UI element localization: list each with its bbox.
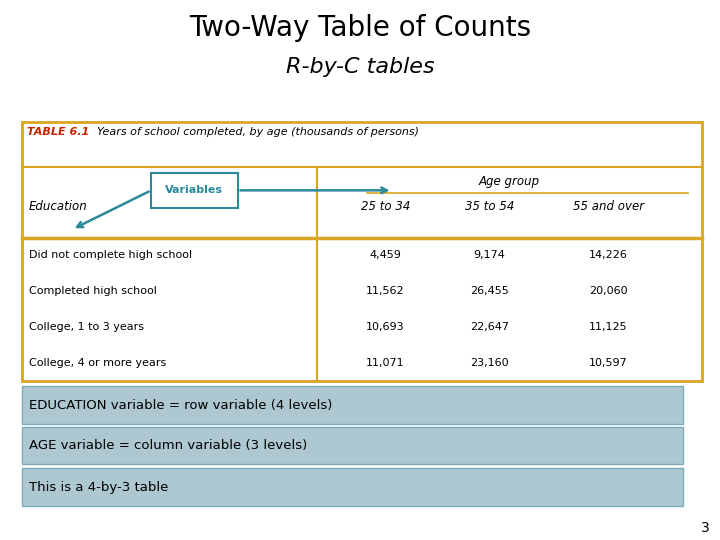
- Text: Completed high school: Completed high school: [29, 286, 157, 296]
- Text: TABLE 6.1: TABLE 6.1: [27, 127, 89, 137]
- Text: 55 and over: 55 and over: [573, 200, 644, 213]
- Text: EDUCATION variable = row variable (4 levels): EDUCATION variable = row variable (4 lev…: [29, 399, 332, 411]
- Text: 10,597: 10,597: [589, 358, 628, 368]
- Text: 4,459: 4,459: [369, 251, 401, 260]
- Text: Did not complete high school: Did not complete high school: [29, 251, 192, 260]
- Text: 22,647: 22,647: [470, 322, 509, 332]
- Text: 9,174: 9,174: [474, 251, 505, 260]
- Text: College, 4 or more years: College, 4 or more years: [29, 358, 166, 368]
- Bar: [22, 122, 702, 381]
- Text: 14,226: 14,226: [589, 251, 628, 260]
- Bar: [22, 386, 683, 424]
- Text: 20,060: 20,060: [589, 286, 628, 296]
- Text: 11,562: 11,562: [366, 286, 405, 296]
- Text: College, 1 to 3 years: College, 1 to 3 years: [29, 322, 144, 332]
- Text: This is a 4-by-3 table: This is a 4-by-3 table: [29, 481, 168, 494]
- Text: 35 to 54: 35 to 54: [465, 200, 514, 213]
- Text: Two-Way Table of Counts: Two-Way Table of Counts: [189, 14, 531, 42]
- Text: 25 to 34: 25 to 34: [361, 200, 410, 213]
- Text: 11,125: 11,125: [589, 322, 628, 332]
- Bar: [22, 468, 683, 506]
- Text: 11,071: 11,071: [366, 358, 405, 368]
- Bar: [22, 427, 683, 464]
- Bar: [151, 173, 238, 208]
- Text: Years of school completed, by age (thousands of persons): Years of school completed, by age (thous…: [97, 127, 419, 137]
- Text: R-by-C tables: R-by-C tables: [286, 57, 434, 77]
- Text: 10,693: 10,693: [366, 322, 405, 332]
- Text: 3: 3: [701, 521, 709, 535]
- Text: Education: Education: [29, 200, 88, 213]
- Text: 23,160: 23,160: [470, 358, 509, 368]
- Text: Variables: Variables: [166, 185, 223, 195]
- Text: 26,455: 26,455: [470, 286, 509, 296]
- Text: Age group: Age group: [479, 176, 540, 188]
- Text: AGE variable = column variable (3 levels): AGE variable = column variable (3 levels…: [29, 439, 307, 452]
